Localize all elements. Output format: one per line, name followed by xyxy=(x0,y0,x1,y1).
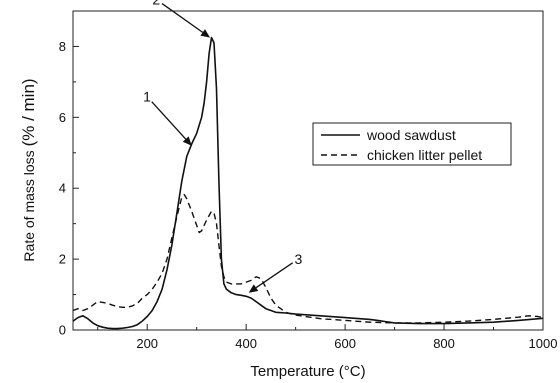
y-tick-label: 0 xyxy=(59,323,66,338)
y-tick-label: 8 xyxy=(59,39,66,54)
y-tick-label: 6 xyxy=(59,110,66,125)
annotation-arrowhead-3 xyxy=(248,284,259,293)
y-tick-label: 4 xyxy=(59,181,66,196)
y-axis-label-unit: (% / min) xyxy=(19,78,38,146)
y-axis: 0 2 4 6 8 xyxy=(59,10,79,338)
x-tick-label: 800 xyxy=(433,336,455,351)
series-line-1 xyxy=(72,193,544,324)
annotation-layer: 1 2 3 xyxy=(143,0,303,293)
legend: wood sawdust chicken litter pellet xyxy=(312,122,512,166)
series-layer xyxy=(72,36,544,330)
y-axis-label-main: Rate of mass loss xyxy=(21,146,37,261)
annotation-label-1: 1 xyxy=(143,89,151,105)
annotation-arrow-2 xyxy=(161,3,204,33)
annotation-arrowhead-1 xyxy=(182,136,192,146)
y-axis-label: Rate of mass loss (% / min) xyxy=(19,78,38,261)
annotation-label-2: 2 xyxy=(152,0,160,8)
annotation-arrowhead-2 xyxy=(200,29,211,38)
series-line-0 xyxy=(72,36,544,330)
annotation-arrow-3 xyxy=(255,262,293,289)
x-tick-label: 200 xyxy=(136,336,158,351)
legend-label-0: wood sawdust xyxy=(366,127,456,143)
x-tick-label: 400 xyxy=(235,336,257,351)
y-tick-label: 2 xyxy=(59,252,66,267)
plot-frame xyxy=(72,10,544,331)
annotation-label-3: 3 xyxy=(295,251,303,267)
legend-label-1: chicken litter pellet xyxy=(367,147,482,163)
x-tick-label: 1000 xyxy=(529,336,558,351)
annotation-arrow-1 xyxy=(151,101,187,140)
x-tick-label: 600 xyxy=(334,336,356,351)
x-axis: 200 400 600 800 1000 xyxy=(97,324,558,351)
x-axis-label: Temperature (°C) xyxy=(250,363,365,380)
legend-box xyxy=(312,122,512,166)
